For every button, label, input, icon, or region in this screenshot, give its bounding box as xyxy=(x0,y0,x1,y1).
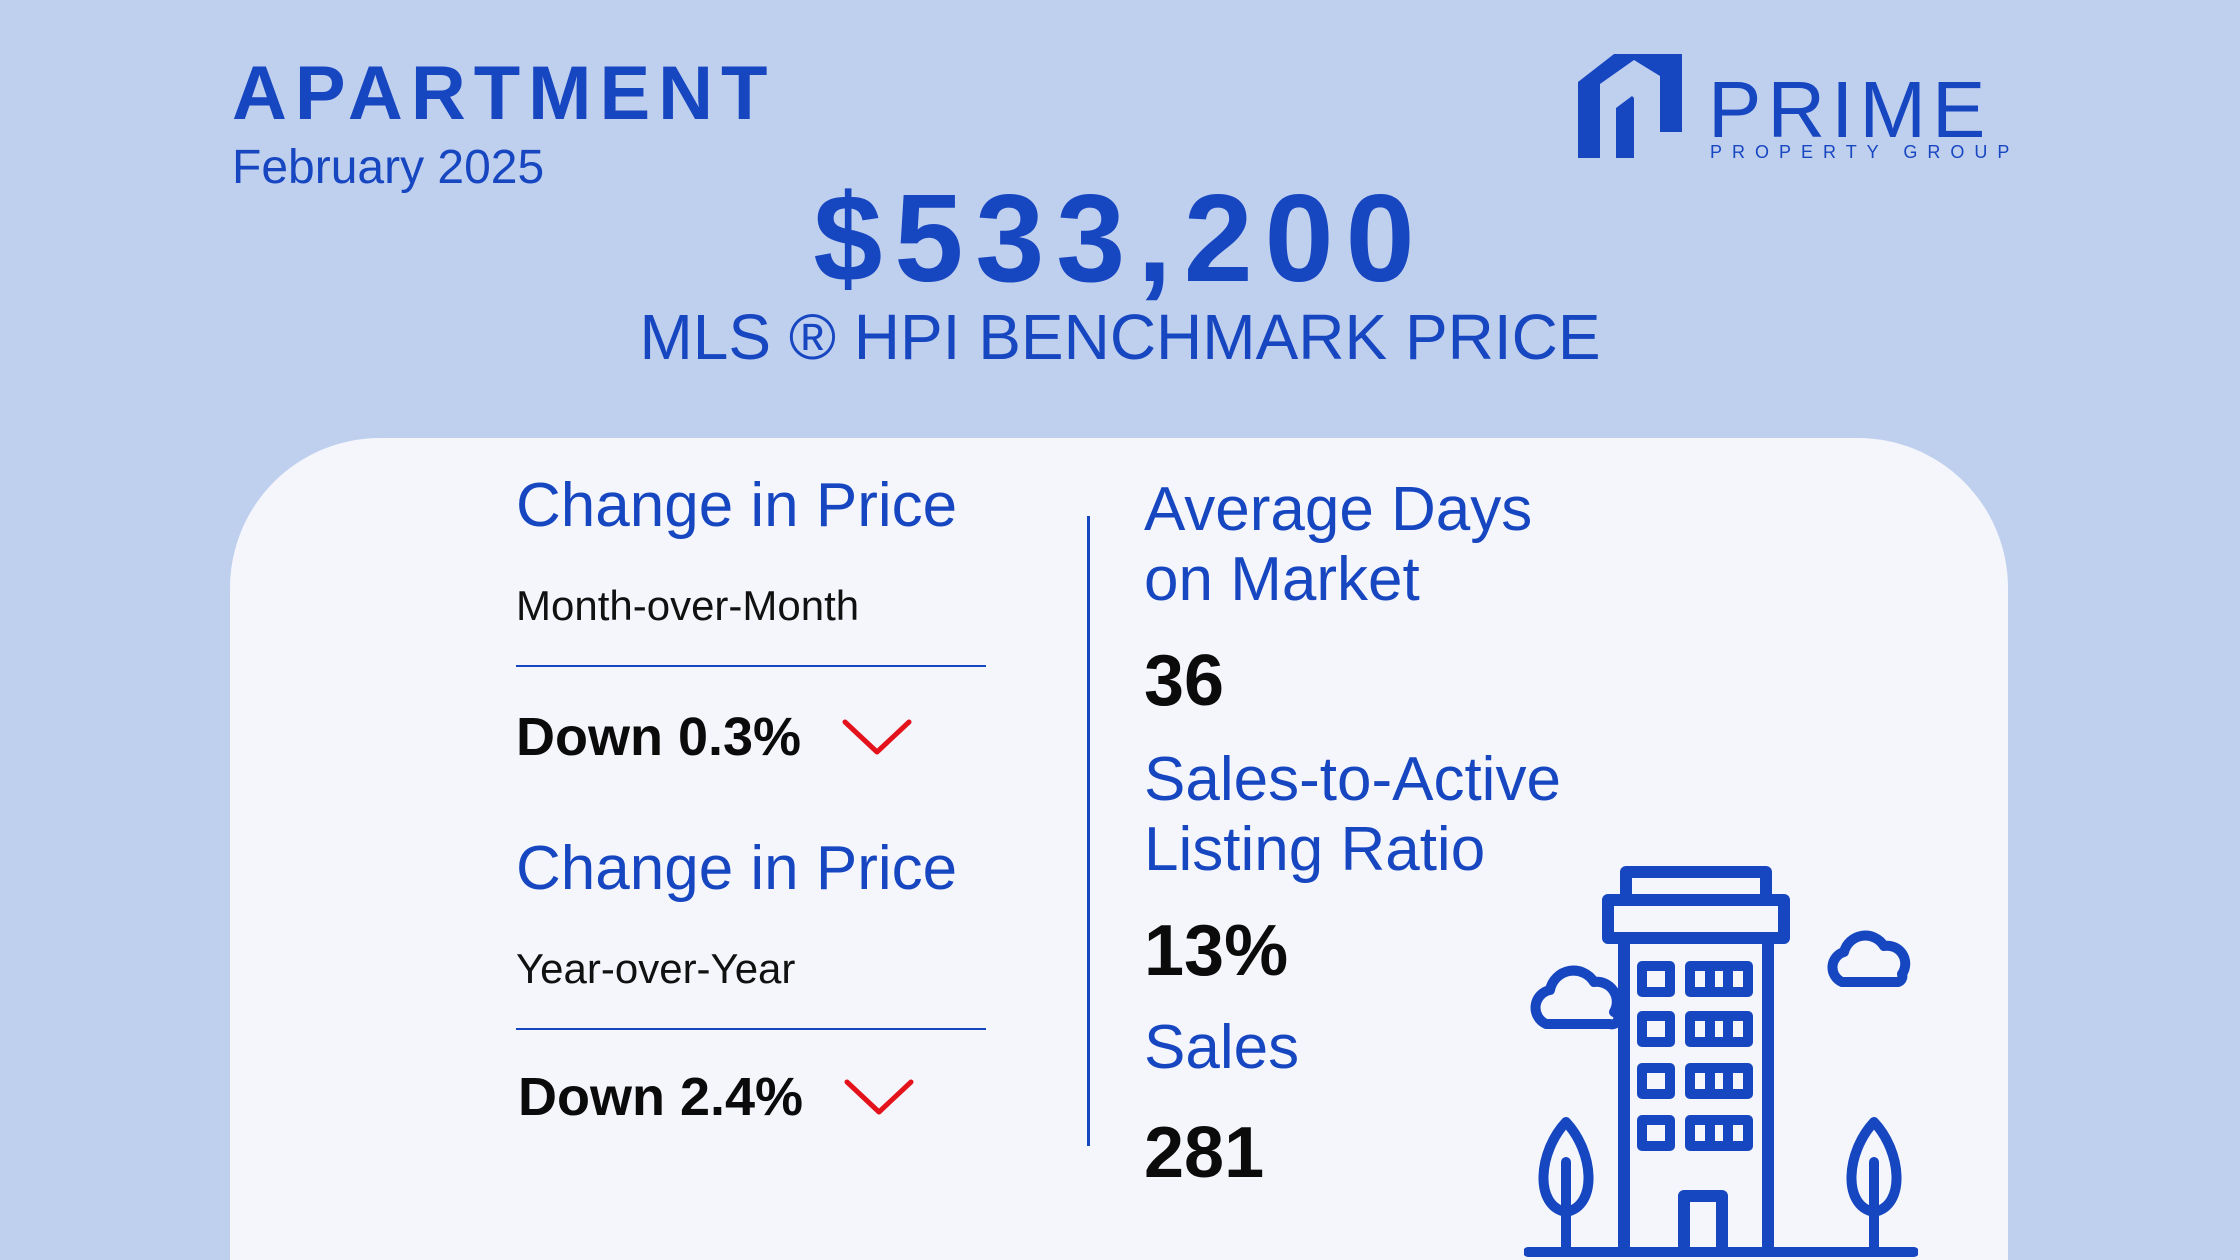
mom-period-label: Month-over-Month xyxy=(516,582,860,629)
yoy-divider xyxy=(516,1028,986,1030)
days-on-market-value: 36 xyxy=(1144,641,1225,721)
apartment-building-icon xyxy=(1524,866,1918,1257)
brand-tagline: PROPERTY GROUP xyxy=(1710,142,2020,162)
sales-to-active-title-line1: Sales-to-Active xyxy=(1144,745,1561,814)
yoy-period-label: Year-over-Year xyxy=(516,945,796,992)
chevron-down-icon xyxy=(844,1079,914,1115)
chevron-down-icon xyxy=(842,719,912,755)
days-on-market-title-line2: on Market xyxy=(1144,545,1420,614)
sales-value: 281 xyxy=(1144,1113,1265,1193)
yoy-change-value: Down 2.4% xyxy=(518,1067,804,1127)
days-on-market-title-line1: Average Days xyxy=(1144,475,1533,544)
mom-change-value: Down 0.3% xyxy=(516,707,802,767)
brand-name: PRIME xyxy=(1708,65,1992,154)
brand-logo: PRIME PROPERTY GROUP xyxy=(1576,52,2016,168)
yoy-change-title: Change in Price xyxy=(516,834,958,903)
category-title: APARTMENT xyxy=(232,51,776,136)
benchmark-price: $533,200 xyxy=(813,170,1427,308)
sales-to-active-title-line2: Listing Ratio xyxy=(1144,815,1486,884)
sales-to-active-value: 13% xyxy=(1144,911,1289,991)
sales-title: Sales xyxy=(1144,1013,1300,1082)
column-divider xyxy=(1087,516,1090,1146)
benchmark-label: MLS ® HPI BENCHMARK PRICE xyxy=(639,301,1601,373)
mom-divider xyxy=(516,665,986,667)
mom-change-title: Change in Price xyxy=(516,471,958,540)
report-period: February 2025 xyxy=(232,141,545,194)
house-roof-icon xyxy=(1578,54,1682,158)
